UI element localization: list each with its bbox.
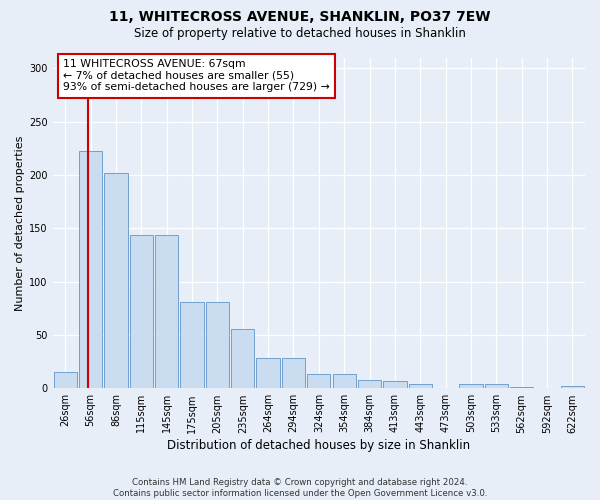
Text: 11, WHITECROSS AVENUE, SHANKLIN, PO37 7EW: 11, WHITECROSS AVENUE, SHANKLIN, PO37 7E… [109,10,491,24]
Bar [307,374,331,388]
Bar [383,381,407,388]
Bar [130,234,153,388]
Bar [332,374,356,388]
Bar [155,234,178,388]
Bar [104,173,128,388]
Bar [181,302,204,388]
Bar [560,386,584,388]
Bar [53,372,77,388]
Bar [256,358,280,388]
Bar [358,380,381,388]
Bar [231,328,254,388]
Bar [282,358,305,388]
Text: Contains HM Land Registry data © Crown copyright and database right 2024.
Contai: Contains HM Land Registry data © Crown c… [113,478,487,498]
Bar [459,384,482,388]
X-axis label: Distribution of detached houses by size in Shanklin: Distribution of detached houses by size … [167,440,470,452]
Bar [206,302,229,388]
Text: 11 WHITECROSS AVENUE: 67sqm
← 7% of detached houses are smaller (55)
93% of semi: 11 WHITECROSS AVENUE: 67sqm ← 7% of deta… [63,59,330,92]
Y-axis label: Number of detached properties: Number of detached properties [15,135,25,310]
Bar [79,152,103,388]
Text: Size of property relative to detached houses in Shanklin: Size of property relative to detached ho… [134,28,466,40]
Bar [409,384,432,388]
Bar [485,384,508,388]
